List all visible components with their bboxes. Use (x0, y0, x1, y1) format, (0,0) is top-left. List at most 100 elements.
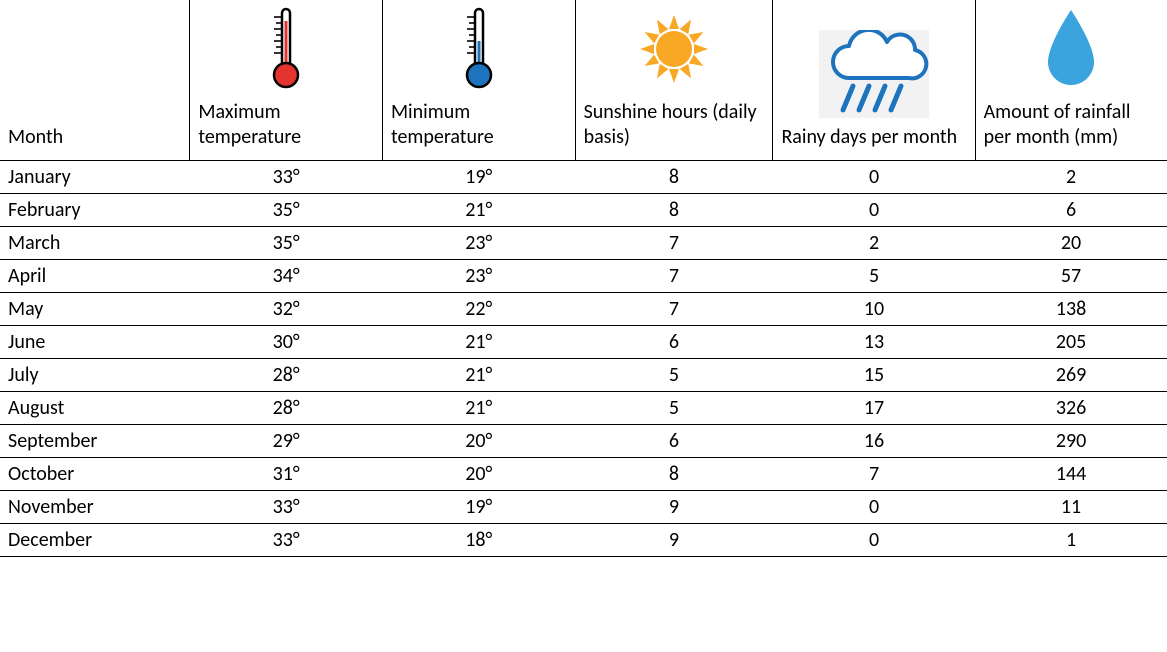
table-row: March35°23°7220 (0, 227, 1167, 260)
cell-min: 21° (382, 392, 575, 425)
col-header-month: Month (0, 0, 190, 161)
cell-mm: 269 (975, 359, 1167, 392)
cell-mm: 144 (975, 458, 1167, 491)
cell-mm: 6 (975, 194, 1167, 227)
cell-mm: 57 (975, 260, 1167, 293)
cell-min: 21° (382, 326, 575, 359)
cell-rainy: 7 (773, 458, 975, 491)
water-drop-icon (1040, 4, 1102, 94)
table-row: February35°21°806 (0, 194, 1167, 227)
cell-min: 18° (382, 524, 575, 557)
cell-rainy: 0 (773, 524, 975, 557)
cell-sun: 8 (575, 194, 773, 227)
cell-sun: 8 (575, 161, 773, 194)
cell-mm: 205 (975, 326, 1167, 359)
cell-mm: 326 (975, 392, 1167, 425)
col-header-min: Minimum temperature (382, 0, 575, 161)
cell-mm: 11 (975, 491, 1167, 524)
table-row: January33°19°802 (0, 161, 1167, 194)
cell-max: 28° (190, 359, 383, 392)
table-header-row: Month (0, 0, 1167, 161)
cell-month: June (0, 326, 190, 359)
col-header-rainy: Rainy days per month (773, 0, 975, 161)
cell-mm: 2 (975, 161, 1167, 194)
cell-min: 23° (382, 227, 575, 260)
cell-month: May (0, 293, 190, 326)
cell-month: February (0, 194, 190, 227)
cell-month: March (0, 227, 190, 260)
cell-min: 19° (382, 491, 575, 524)
table-row: June30°21°613205 (0, 326, 1167, 359)
cell-rainy: 0 (773, 491, 975, 524)
cell-month: October (0, 458, 190, 491)
cell-sun: 7 (575, 260, 773, 293)
cell-rainy: 10 (773, 293, 975, 326)
cell-min: 21° (382, 194, 575, 227)
cell-min: 19° (382, 161, 575, 194)
cell-max: 33° (190, 524, 383, 557)
table-row: April34°23°7557 (0, 260, 1167, 293)
cell-month: December (0, 524, 190, 557)
cell-max: 35° (190, 227, 383, 260)
cell-rainy: 0 (773, 194, 975, 227)
cell-min: 23° (382, 260, 575, 293)
table-row: May32°22°710138 (0, 293, 1167, 326)
cell-month: August (0, 392, 190, 425)
cell-mm: 290 (975, 425, 1167, 458)
cell-sun: 7 (575, 293, 773, 326)
cell-rainy: 15 (773, 359, 975, 392)
cell-rainy: 17 (773, 392, 975, 425)
cell-mm: 20 (975, 227, 1167, 260)
table-row: October31°20°87144 (0, 458, 1167, 491)
cell-min: 20° (382, 458, 575, 491)
cell-max: 35° (190, 194, 383, 227)
cell-sun: 5 (575, 359, 773, 392)
cell-max: 28° (190, 392, 383, 425)
rain-cloud-icon (819, 29, 929, 119)
cell-rainy: 2 (773, 227, 975, 260)
cell-rainy: 16 (773, 425, 975, 458)
cell-max: 30° (190, 326, 383, 359)
cell-rainy: 5 (773, 260, 975, 293)
cell-sun: 9 (575, 491, 773, 524)
thermometer-hot-icon (262, 4, 310, 94)
table-body: January33°19°802February35°21°806March35… (0, 161, 1167, 557)
cell-sun: 5 (575, 392, 773, 425)
cell-min: 21° (382, 359, 575, 392)
col-label-min: Minimum temperature (391, 100, 567, 150)
cell-sun: 8 (575, 458, 773, 491)
col-label-sun: Sunshine hours (daily basis) (584, 100, 765, 150)
col-header-sun: Sunshine hours (daily basis) (575, 0, 773, 161)
cell-max: 29° (190, 425, 383, 458)
cell-min: 22° (382, 293, 575, 326)
table-row: August28°21°517326 (0, 392, 1167, 425)
cell-month: April (0, 260, 190, 293)
table-row: July28°21°515269 (0, 359, 1167, 392)
thermometer-cold-icon (455, 4, 503, 94)
climate-table: Month (0, 0, 1167, 557)
col-label-month: Month (8, 125, 63, 150)
cell-mm: 1 (975, 524, 1167, 557)
cell-month: July (0, 359, 190, 392)
col-label-max: Maximum temperature (198, 100, 374, 150)
cell-sun: 6 (575, 326, 773, 359)
cell-rainy: 0 (773, 161, 975, 194)
cell-month: September (0, 425, 190, 458)
cell-rainy: 13 (773, 326, 975, 359)
table-row: December33°18°901 (0, 524, 1167, 557)
cell-max: 31° (190, 458, 383, 491)
cell-month: January (0, 161, 190, 194)
cell-sun: 7 (575, 227, 773, 260)
cell-max: 32° (190, 293, 383, 326)
cell-month: November (0, 491, 190, 524)
cell-min: 20° (382, 425, 575, 458)
cell-max: 34° (190, 260, 383, 293)
cell-max: 33° (190, 491, 383, 524)
table-row: November33°19°9011 (0, 491, 1167, 524)
cell-mm: 138 (975, 293, 1167, 326)
col-label-mm: Amount of rainfall per month (mm) (984, 100, 1159, 150)
col-header-mm: Amount of rainfall per month (mm) (975, 0, 1167, 161)
cell-sun: 6 (575, 425, 773, 458)
cell-max: 33° (190, 161, 383, 194)
col-header-max: Maximum temperature (190, 0, 383, 161)
